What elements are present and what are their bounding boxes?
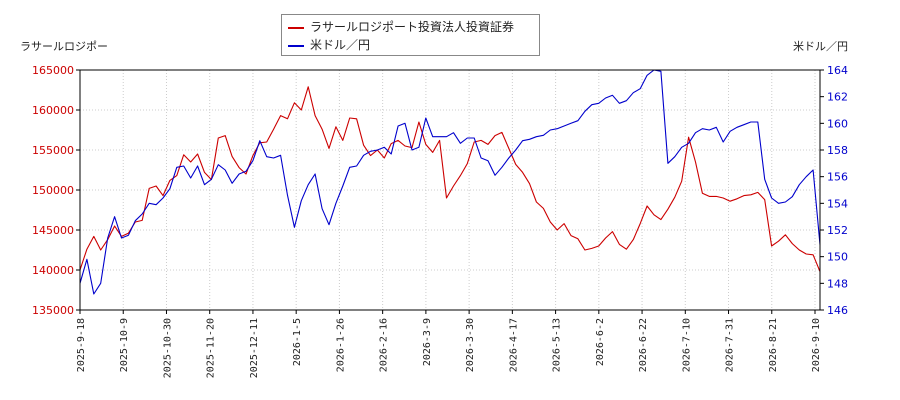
series-line-stock [79,86,821,272]
right-axis: 146 148 150 152 154 156 158 160 162 164 [820,64,848,317]
x-axis: 2025-9-18 2025-10-9 2025-10-30 2025-11-20 20… [76,310,822,378]
x-tick-label: 2025-9-18 [76,318,87,372]
left-tick-label: 155000 [32,144,74,157]
series-line-usdjpy [79,69,821,295]
right-tick-label: 152 [827,224,848,237]
grid [79,69,820,311]
left-tick-label: 165000 [32,64,74,77]
x-tick-label: 2025-12-11 [249,318,260,378]
x-tick-label: 2026-1-26 [335,318,346,372]
left-tick-label: 140000 [32,264,74,277]
left-tick-label: 150000 [32,184,74,197]
x-tick-label: 2026-2-16 [379,318,390,372]
x-tick-label: 2026-6-22 [638,318,649,372]
x-tick-label: 2026-1-5 [292,318,303,366]
x-tick-label: 2026-9-10 [811,318,822,372]
left-tick-label: 145000 [32,224,74,237]
legend-swatch-blue [288,44,304,47]
left-axis: 135000 140000 145000 150000 155000 160000 1650… [32,64,80,317]
right-tick-label: 164 [827,64,848,77]
right-tick-label: 160 [827,117,848,130]
x-tick-label: 2026-4-17 [508,318,519,372]
x-tick-label: 2026-6-2 [595,318,606,366]
right-tick-label: 150 [827,251,848,264]
x-tick-label: 2026-3-9 [422,318,433,366]
legend: ラサールロジポート投資法人投資証券 米ドル／円 [281,14,540,56]
legend-label-stock: ラサールロジポート投資法人投資証券 [310,20,515,34]
right-tick-label: 156 [827,171,848,184]
right-tick-label: 148 [827,277,848,290]
x-tick-label: 2025-10-9 [119,318,130,372]
right-tick-label: 158 [827,144,848,157]
legend-item-stock: ラサールロジポート投資法人投資証券 [288,18,514,36]
left-axis-title: ラサールロジポー [20,40,108,53]
left-tick-label: 160000 [32,104,74,117]
right-tick-label: 162 [827,91,848,104]
x-tick-label: 2026-7-10 [681,318,692,372]
left-tick-label: 135000 [32,304,74,317]
right-axis-title: 米ドル／円 [793,40,848,53]
series-layer [79,69,821,295]
x-tick-label: 2026-3-30 [465,318,476,372]
right-tick-label: 146 [827,304,848,317]
legend-swatch-red [288,26,304,29]
x-tick-label: 2025-10-30 [162,318,173,378]
x-tick-label: 2026-7-31 [725,318,736,372]
x-tick-label: 2026-5-13 [552,318,563,372]
x-tick-label: 2025-11-20 [206,318,217,378]
x-tick-label: 2026-8-21 [768,318,779,372]
legend-label-usdjpy: 米ドル／円 [310,38,371,52]
legend-item-usdjpy: 米ドル／円 [288,36,370,54]
right-tick-label: 154 [827,197,848,210]
